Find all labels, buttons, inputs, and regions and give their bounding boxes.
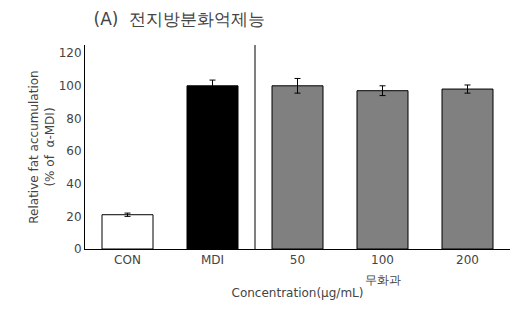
svg-text:Concentration(μg/mL): Concentration(μg/mL) bbox=[232, 286, 364, 300]
svg-text:(A) 전지방분화억제능: (A) 전지방분화억제능 bbox=[94, 9, 266, 29]
svg-text:80: 80 bbox=[66, 112, 81, 126]
svg-text:120: 120 bbox=[59, 46, 82, 60]
svg-text:MDI: MDI bbox=[201, 253, 224, 267]
svg-text:200: 200 bbox=[456, 253, 479, 267]
svg-text:100: 100 bbox=[371, 253, 394, 267]
svg-text:무화과: 무화과 bbox=[365, 273, 401, 287]
svg-text:Relative fat accumulation(% of: Relative fat accumulation(% of α-MDI) bbox=[27, 70, 57, 223]
svg-text:100: 100 bbox=[59, 79, 82, 93]
svg-text:60: 60 bbox=[66, 144, 81, 158]
svg-text:CON: CON bbox=[114, 253, 141, 267]
svg-text:40: 40 bbox=[66, 177, 81, 191]
svg-text:50: 50 bbox=[290, 253, 305, 267]
svg-text:0: 0 bbox=[74, 242, 82, 256]
svg-text:20: 20 bbox=[66, 210, 81, 224]
